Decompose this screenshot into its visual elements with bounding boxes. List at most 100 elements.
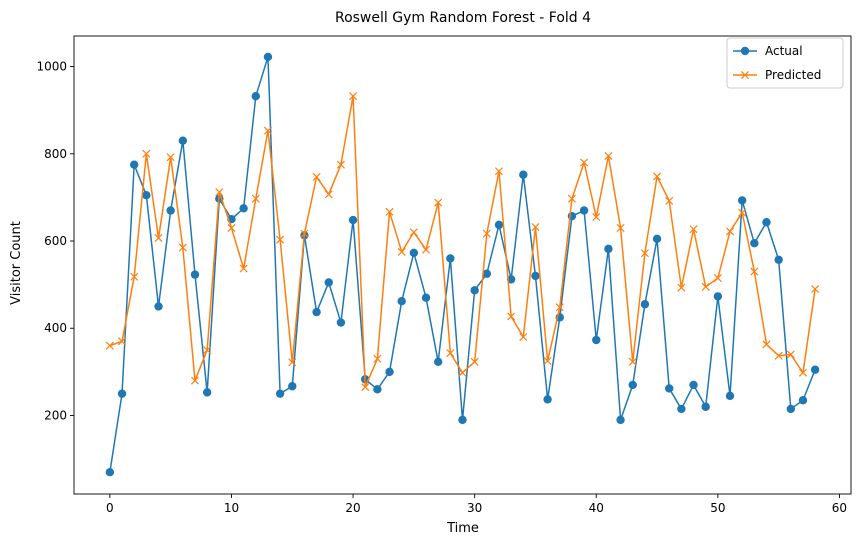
- data-point-actual: [190, 270, 200, 279]
- data-point-predicted: [689, 225, 698, 234]
- data-point-actual: [689, 380, 698, 390]
- data-point-actual: [336, 318, 346, 327]
- data-point-actual: [142, 191, 151, 200]
- data-point-actual: [762, 218, 771, 227]
- data-point-predicted: [178, 243, 187, 252]
- data-point-actual: [592, 335, 601, 345]
- data-point-actual: [616, 415, 625, 425]
- data-point-predicted: [519, 332, 528, 341]
- data-point-predicted: [215, 188, 224, 197]
- data-point-actual: [397, 297, 406, 306]
- data-point-actual: [202, 388, 212, 397]
- x-tick-label: 60: [832, 501, 847, 515]
- data-point-predicted: [227, 223, 236, 232]
- data-point-actual: [628, 380, 637, 390]
- series-line-actual: [109, 56, 816, 473]
- data-point-predicted: [263, 126, 272, 135]
- data-point-predicted: [798, 368, 807, 377]
- data-point-predicted: [628, 357, 637, 366]
- data-point-actual: [798, 396, 808, 405]
- data-point-actual: [786, 404, 796, 414]
- data-point-predicted: [312, 172, 321, 181]
- data-point-actual: [737, 196, 747, 205]
- x-tick-label: 30: [467, 501, 482, 515]
- data-point-predicted: [154, 233, 163, 242]
- x-tick-label: 40: [589, 501, 604, 515]
- data-point-actual: [154, 302, 163, 311]
- data-point-actual: [531, 271, 540, 281]
- data-point-actual: [713, 292, 723, 301]
- data-point-predicted: [385, 207, 394, 216]
- y-tick-label: 600: [44, 234, 67, 248]
- data-point-actual: [665, 384, 674, 393]
- data-point-actual: [421, 293, 431, 302]
- data-point-actual: [725, 391, 735, 401]
- data-point-predicted: [166, 153, 175, 162]
- data-point-predicted: [701, 282, 710, 291]
- data-point-actual: [275, 389, 285, 398]
- data-point-predicted: [750, 267, 759, 276]
- data-point-actual: [105, 467, 115, 477]
- data-point-predicted: [458, 368, 467, 377]
- data-point-actual: [446, 254, 455, 263]
- data-point-predicted: [677, 283, 686, 292]
- data-point-predicted: [567, 194, 576, 203]
- axis-layer: 0 10 20 30 40 50 60 200 400 600 800 1000: [36, 35, 852, 515]
- data-point-actual: [324, 278, 333, 287]
- data-point-predicted: [713, 274, 722, 283]
- data-point-predicted: [653, 172, 662, 181]
- data-point-predicted: [336, 160, 345, 169]
- data-point-actual: [409, 248, 419, 257]
- legend: Actual Predicted: [726, 37, 844, 89]
- legend-marker: [740, 46, 750, 56]
- data-point-predicted: [288, 358, 297, 367]
- x-tick-label: 0: [106, 501, 114, 515]
- data-point-actual: [251, 91, 260, 101]
- data-point-actual: [263, 52, 273, 62]
- data-point-actual: [373, 385, 382, 394]
- x-tick-label: 10: [224, 501, 239, 515]
- y-tick-label: 400: [44, 321, 67, 335]
- series-line-predicted: [109, 95, 816, 388]
- data-point-predicted: [555, 303, 564, 312]
- data-point-actual: [640, 300, 650, 309]
- data-point-predicted: [543, 356, 552, 365]
- data-point-predicted: [811, 284, 820, 294]
- data-point-actual: [117, 389, 127, 398]
- data-point-predicted: [324, 190, 333, 199]
- data-point-predicted: [482, 229, 491, 238]
- data-point-predicted: [130, 272, 139, 281]
- data-point-predicted: [665, 196, 674, 205]
- data-point-predicted: [786, 350, 795, 359]
- y-tick-label: 800: [44, 147, 67, 161]
- data-point-predicted: [300, 229, 309, 238]
- legend-entry-predicted: Predicted: [733, 68, 821, 82]
- data-point-actual: [604, 244, 613, 254]
- data-point-predicted: [203, 346, 212, 355]
- data-point-actual: [348, 215, 358, 225]
- data-point-actual: [810, 365, 820, 374]
- legend-entry-actual: Actual: [733, 44, 803, 58]
- data-point-predicted: [604, 151, 613, 160]
- y-tick-label: 1000: [36, 60, 67, 74]
- data-point-predicted: [373, 354, 382, 363]
- data-point-predicted: [421, 245, 431, 254]
- data-point-predicted: [725, 227, 735, 236]
- series-layer: [105, 52, 820, 477]
- data-point-predicted: [531, 223, 540, 232]
- data-point-predicted: [276, 235, 285, 244]
- data-point-predicted: [470, 357, 479, 366]
- data-point-predicted: [118, 337, 127, 346]
- data-point-predicted: [507, 312, 516, 321]
- data-point-actual: [750, 238, 759, 248]
- data-point-actual: [543, 395, 552, 404]
- data-point-predicted: [494, 167, 504, 176]
- data-point-predicted: [251, 194, 260, 203]
- y-axis-label: Visitor Count: [9, 221, 24, 305]
- data-point-predicted: [580, 158, 589, 167]
- data-point-actual: [701, 402, 710, 411]
- data-point-actual: [239, 204, 248, 213]
- data-point-predicted: [409, 228, 418, 237]
- data-point-actual: [579, 206, 589, 215]
- data-point-actual: [166, 206, 175, 215]
